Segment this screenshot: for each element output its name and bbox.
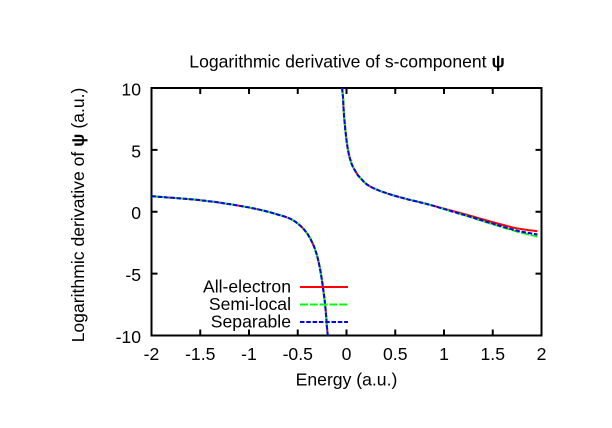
svg-text:2: 2 (537, 344, 547, 364)
svg-text:Separable: Separable (211, 312, 291, 332)
svg-text:0.5: 0.5 (383, 344, 408, 364)
svg-text:-1: -1 (241, 344, 257, 364)
svg-text:-5: -5 (125, 265, 141, 285)
svg-text:Logarithmic derivative of s-co: Logarithmic derivative of s-component ψ (189, 52, 504, 72)
svg-text:Semi-local: Semi-local (209, 294, 291, 314)
svg-text:1: 1 (439, 344, 449, 364)
svg-text:-10: -10 (116, 327, 142, 347)
svg-text:5: 5 (131, 141, 141, 161)
svg-text:-2: -2 (144, 344, 160, 364)
svg-text:-1.5: -1.5 (185, 344, 216, 364)
svg-text:0: 0 (342, 344, 352, 364)
svg-text:Logarithmic derivative of ψ (a: Logarithmic derivative of ψ (a.u.) (68, 88, 88, 343)
svg-text:1.5: 1.5 (481, 344, 506, 364)
svg-text:0: 0 (131, 203, 141, 223)
svg-text:10: 10 (121, 80, 141, 100)
svg-text:All-electron: All-electron (203, 277, 291, 297)
svg-text:Energy (a.u.): Energy (a.u.) (296, 370, 398, 390)
svg-text:-0.5: -0.5 (283, 344, 314, 364)
